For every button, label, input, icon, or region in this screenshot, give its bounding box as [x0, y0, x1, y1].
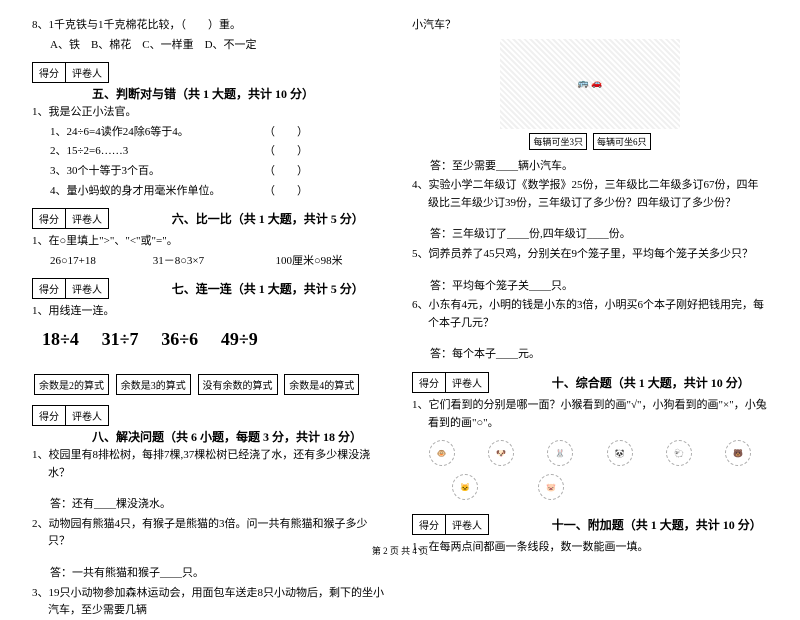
sec5-4-text: 4、量小蚂蚁的身才用毫米作单位。: [50, 185, 221, 197]
q3-cont: 小汽车？: [412, 17, 768, 35]
animal-icon: 🐶: [488, 440, 514, 466]
animal-icon: 🐵: [429, 440, 455, 466]
grader-label: 评卷人: [66, 279, 108, 298]
bus-label-2: 每辆可坐6只: [593, 133, 651, 150]
animal-icon: 🐱: [452, 474, 478, 500]
sec5-2-text: 2、15÷2=6……3: [50, 145, 128, 157]
sec8-q6: 6、小东有4元，小明的钱是小东的3倍，小明买6个本子刚好把钱用完，每个本子几元？: [412, 297, 768, 332]
sec8-q2: 2、动物园有熊猫4只，有猴子是熊猫的3倍。问一共有熊猫和猴子多少只？: [32, 516, 388, 551]
grader-label: 评卷人: [66, 209, 108, 228]
rem-box-1: 余数是2的算式: [34, 374, 109, 395]
sec6-row: 26○17+18 31－8○3×7 100厘米○98米: [50, 253, 388, 271]
sec8-q5: 5、饲养员养了45只鸡，分别关在9个笼子里，平均每个笼子关多少只？: [412, 246, 768, 264]
sec8-a3: 答：至少需要____辆小汽车。: [430, 158, 768, 176]
sec10-q1: 1、它们看到的分别是哪一面？小猴看到的画"√"，小狗看到的画"×"，小兔看到的画…: [412, 397, 768, 432]
sec8-q4: 4、实验小学二年级订《数学报》25份，三年级比二年级多订67份，四年级比三年级少…: [412, 177, 768, 212]
division-row: 18÷4 31÷7 36÷6 49÷9: [32, 323, 388, 356]
sec5-item-4: 4、量小蚂蚁的身才用毫米作单位。 （ ）: [50, 183, 388, 201]
animal-icon: 🐑: [666, 440, 692, 466]
div-3: 36÷6: [161, 329, 198, 350]
animals-row-1: 🐵 🐶 🐰 🐼 🐑 🐻: [412, 440, 768, 466]
section-10-title: 十、综合题（共 1 大题，共计 10 分）: [552, 374, 750, 391]
sec11-q1: 1、在每两点间都画一条线段，数一数能画一填。: [412, 539, 768, 557]
sec8-a5: 答：平均每个笼子关____只。: [430, 278, 768, 296]
rem-box-4: 余数是4的算式: [284, 374, 359, 395]
score-box-8: 得分 评卷人: [32, 405, 109, 426]
div-1: 18÷4: [42, 329, 79, 350]
paren: （ ）: [264, 124, 308, 142]
vehicle-labels: 每辆可坐3只 每辆可坐6只: [412, 133, 768, 150]
bus-illustration: 🚌 🚗: [500, 39, 680, 129]
sec5-q1: 1、我是公正小法官。: [32, 104, 388, 122]
left-column: 8、1千克铁与1千克棉花比较，（ ）重。 A、铁 B、棉花 C、一样重 D、不一…: [20, 15, 400, 560]
q8-options: A、铁 B、棉花 C、一样重 D、不一定: [50, 37, 388, 55]
sec8-a6: 答：每个本子____元。: [430, 346, 768, 364]
cmp-2: 31－8○3×7: [153, 253, 273, 271]
sec8-a1: 答：还有____棵没浇水。: [50, 496, 388, 514]
score-label: 得分: [33, 279, 66, 298]
right-column: 小汽车？ 🚌 🚗 每辆可坐3只 每辆可坐6只 答：至少需要____辆小汽车。 4…: [400, 15, 780, 560]
section-11-title: 十一、附加题（共 1 大题，共计 10 分）: [552, 516, 762, 533]
bus-label-1: 每辆可坐3只: [529, 133, 587, 150]
score-label: 得分: [413, 373, 446, 392]
grader-label: 评卷人: [446, 515, 488, 534]
animal-icon: 🐷: [538, 474, 564, 500]
paren: （ ）: [264, 143, 308, 161]
grader-label: 评卷人: [446, 373, 488, 392]
animal-icon: 🐼: [607, 440, 633, 466]
animals-row-2: 🐱 🐷: [412, 474, 768, 500]
score-label: 得分: [33, 63, 66, 82]
score-box-5: 得分 评卷人: [32, 62, 109, 83]
animal-icon: 🐻: [725, 440, 751, 466]
rem-box-3: 没有余数的算式: [198, 374, 278, 395]
q8-text: 8、1千克铁与1千克棉花比较，（ ）重。: [32, 17, 388, 35]
sec5-1-text: 1、24÷6=4读作24除6等于4。: [50, 126, 189, 138]
sec5-item-3: 3、30个十等于3个百。 （ ）: [50, 163, 388, 181]
sec8-a2: 答：一共有熊猫和猴子____只。: [50, 565, 388, 583]
animal-icon: 🐰: [547, 440, 573, 466]
score-box-10: 得分 评卷人: [412, 372, 489, 393]
rem-box-2: 余数是3的算式: [116, 374, 191, 395]
sec5-item-2: 2、15÷2=6……3 （ ）: [50, 143, 388, 161]
section-7-title: 七、连一连（共 1 大题，共计 5 分）: [172, 280, 364, 297]
paren: （ ）: [264, 163, 308, 181]
sec8-q3: 3、19只小动物参加森林运动会，用面包车送走8只小动物后，剩下的坐小汽车，至少需…: [32, 585, 388, 620]
page-footer: 第 2 页 共 4 页: [372, 544, 428, 557]
section-8-title: 八、解决问题（共 6 小题，每题 3 分，共计 18 分）: [92, 428, 362, 445]
section-5-title: 五、判断对与错（共 1 大题，共计 10 分）: [92, 85, 314, 102]
sec6-q1: 1、在○里填上">"、"<"或"="。: [32, 233, 388, 251]
score-label: 得分: [33, 406, 66, 425]
cmp-3: 100厘米○98米: [276, 255, 343, 267]
sec7-q1: 1、用线连一连。: [32, 303, 388, 321]
div-2: 31÷7: [102, 329, 139, 350]
score-box-6: 得分 评卷人: [32, 208, 109, 229]
section-6-title: 六、比一比（共 1 大题，共计 5 分）: [172, 210, 364, 227]
div-4: 49÷9: [221, 329, 258, 350]
grader-label: 评卷人: [66, 406, 108, 425]
sec8-q1: 1、校园里有8排松树，每排7棵,37棵松树已经浇了水，还有多少棵没浇水？: [32, 447, 388, 482]
remainder-row: 余数是2的算式 余数是3的算式 没有余数的算式 余数是4的算式: [32, 370, 388, 399]
sec5-3-text: 3、30个十等于3个百。: [50, 165, 160, 177]
grader-label: 评卷人: [66, 63, 108, 82]
score-label: 得分: [413, 515, 446, 534]
sec8-a4: 答：三年级订了____份,四年级订____份。: [430, 226, 768, 244]
score-box-11: 得分 评卷人: [412, 514, 489, 535]
score-box-7: 得分 评卷人: [32, 278, 109, 299]
cmp-1: 26○17+18: [50, 253, 150, 271]
paren: （ ）: [264, 183, 308, 201]
score-label: 得分: [33, 209, 66, 228]
sec5-item-1: 1、24÷6=4读作24除6等于4。 （ ）: [50, 124, 388, 142]
